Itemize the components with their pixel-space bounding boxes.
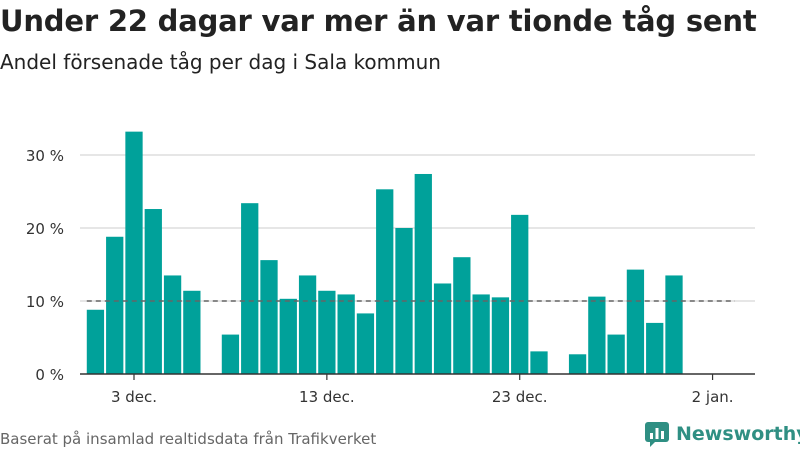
bar [607, 334, 625, 374]
bar [337, 294, 355, 374]
bar [163, 275, 182, 374]
bar [665, 275, 683, 374]
bar [376, 189, 394, 374]
bar [588, 296, 606, 374]
bars [86, 131, 683, 374]
bar [221, 334, 240, 374]
bar [453, 257, 471, 374]
bar [106, 236, 124, 374]
bar [472, 294, 490, 374]
bar [241, 203, 259, 374]
bar [530, 351, 548, 374]
bar [356, 313, 375, 374]
chart-title: Under 22 dagar var mer än var tionde tåg… [0, 4, 757, 38]
x-tick-label: 2 jan. [692, 388, 734, 406]
bar [433, 283, 452, 374]
x-tick-label: 3 dec. [111, 388, 157, 406]
bar [144, 209, 162, 374]
bar [414, 173, 432, 374]
bar [511, 214, 529, 374]
brand-name: Newsworthy [676, 423, 800, 445]
bar [260, 260, 278, 374]
bar [646, 322, 664, 374]
bar [318, 290, 336, 374]
bar [183, 290, 201, 374]
newsworthy-logo: Newsworthy [644, 420, 800, 448]
axes: 0 % 10 % 20 % 30 % 3 dec. 13 dec. 23 dec. 2 jan… [26, 147, 755, 406]
y-tick-label: 30 % [26, 147, 64, 165]
x-tick-label: 23 dec. [492, 388, 548, 406]
bar [298, 275, 317, 374]
source-note: Baserat på insamlad realtidsdata från Tr… [0, 430, 377, 448]
y-tick-label: 0 % [35, 366, 64, 384]
bar-chart: 0 % 10 % 20 % 30 % 3 dec. 13 dec. 23 dec. 2 jan… [26, 131, 755, 406]
bar [568, 354, 587, 374]
newsworthy-logo-icon [645, 422, 669, 447]
bar [626, 269, 645, 374]
bar [279, 298, 297, 374]
y-tick-label: 10 % [26, 293, 64, 311]
bar [125, 131, 143, 374]
bar [491, 297, 510, 374]
chart-subtitle: Andel försenade tåg per dag i Sala kommu… [0, 50, 441, 74]
y-tick-label: 20 % [26, 220, 64, 238]
bar [86, 309, 105, 374]
x-tick-label: 13 dec. [299, 388, 355, 406]
